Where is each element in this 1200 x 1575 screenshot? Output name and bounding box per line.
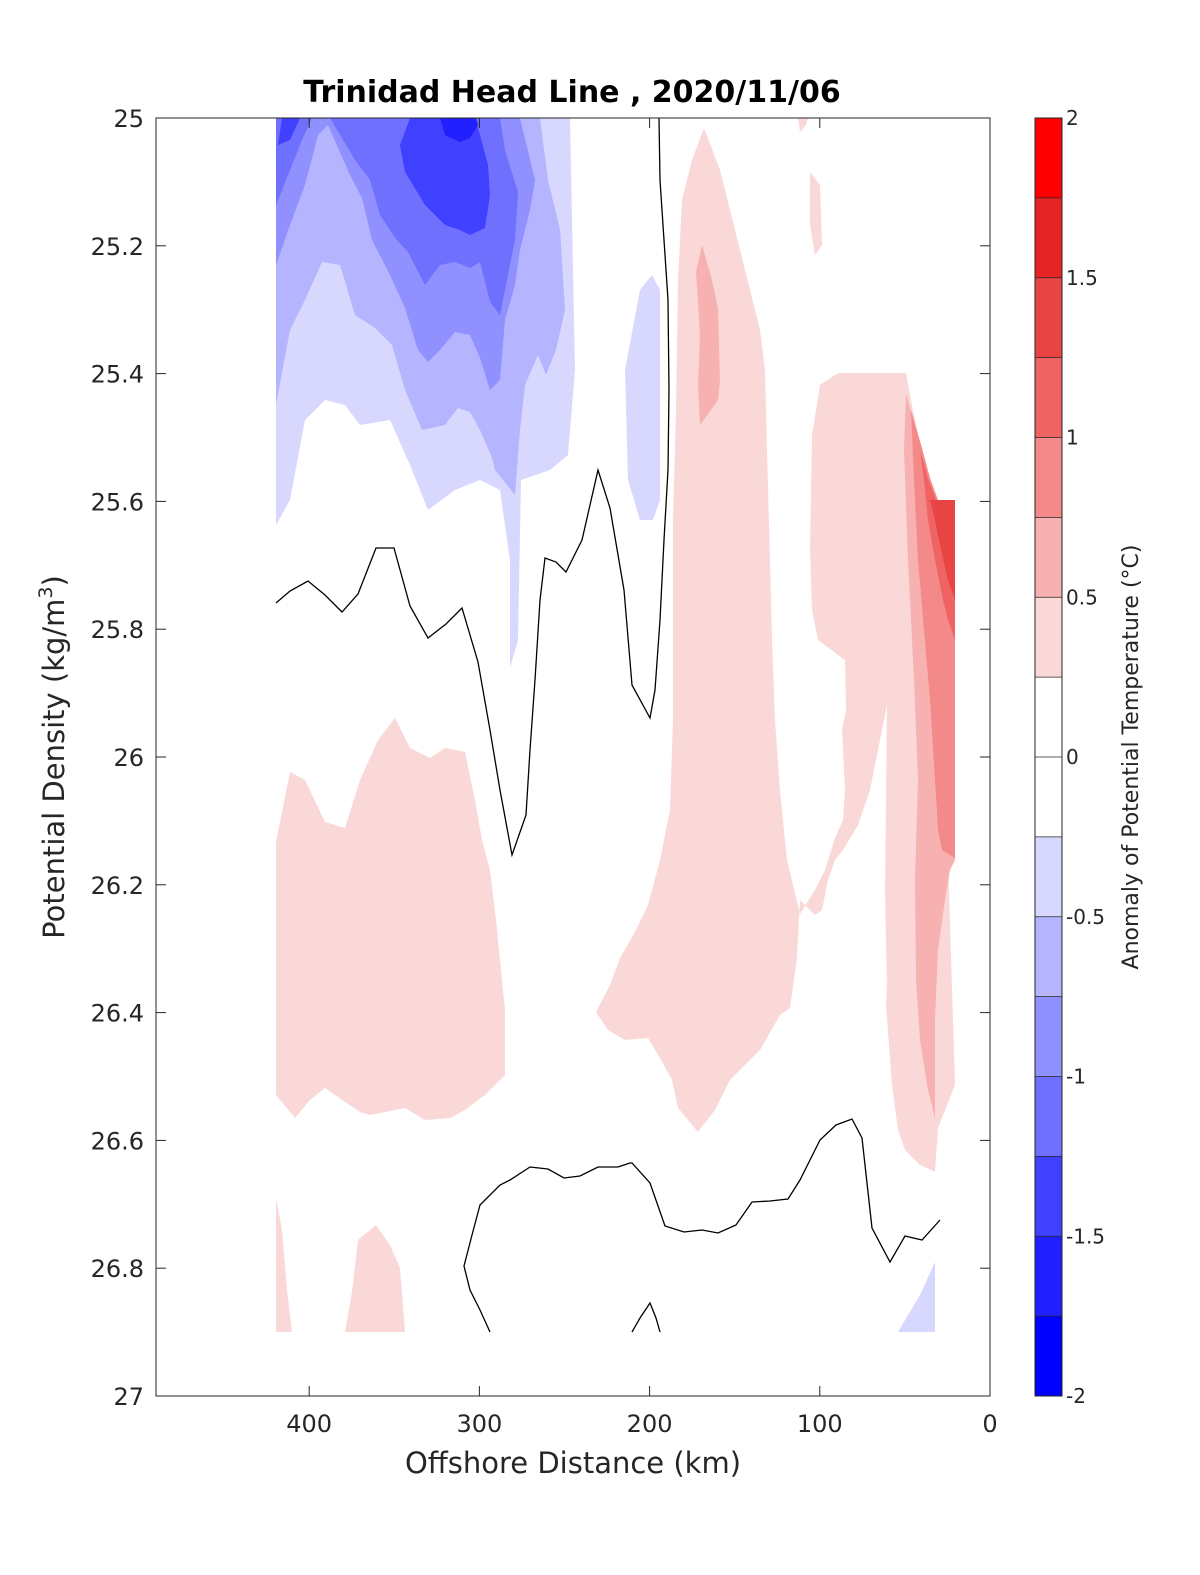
y-axis: 25 25.2 25.4 25.6 25.8 26 26.2 26.4 26.6 26.8 27: [91, 105, 990, 1411]
zero-contour-line-3: [631, 1301, 661, 1333]
colorbar-tick-label: 1.5: [1066, 266, 1098, 290]
x-axis: 400 300 200 100 0: [286, 118, 998, 1438]
contour-fill-neg-1.5: [440, 118, 478, 142]
contour-fill-neg-1.25: [278, 118, 300, 145]
contour-fill-neg-0.25c: [898, 1262, 935, 1332]
colorbar-tick-label: 1: [1066, 426, 1079, 450]
colorbar-level: [1035, 996, 1062, 1077]
contour-fill-pos-0.25c: [798, 118, 808, 132]
x-tick-label: 100: [797, 1410, 843, 1438]
contour-fill-pos-1.25: [930, 500, 955, 600]
contour-fill-pos-0.5a: [696, 245, 720, 425]
colorbar-frame: [1034, 117, 1063, 1397]
contour-fill-pos-0.25a: [276, 718, 505, 1120]
x-tick-label: 0: [982, 1410, 997, 1438]
colorbar-tick-label: -2: [1066, 1384, 1086, 1408]
colorbar-level: [1035, 277, 1062, 358]
colorbar-level: [1035, 836, 1062, 917]
contour-fill-neg-1.25b: [400, 118, 490, 235]
y-tick-label: 25.4: [91, 361, 144, 389]
y-tick-label: 25.6: [91, 488, 144, 516]
y-tick-label: 26.2: [91, 872, 144, 900]
colorbar-level: [1035, 1236, 1062, 1317]
colorbar-tick-label: -1.5: [1066, 1224, 1105, 1248]
colorbar-level: [1035, 1316, 1062, 1396]
colorbar-level: [1035, 1076, 1062, 1157]
zero-contour-line-2: [463, 1118, 941, 1333]
colorbar-ticks: -2 -1.5 -1 -0.5 0 0.5 1 1.5 2: [1066, 106, 1105, 1408]
colorbar-level: [1035, 757, 1062, 837]
y-tick-label: 25.8: [91, 616, 144, 644]
y-tick-label: 26.4: [91, 1000, 144, 1028]
colorbar-tick-label: 0: [1066, 745, 1079, 769]
contour-fill-pos-0.25e: [276, 1198, 292, 1332]
colorbar-level: [1035, 357, 1062, 438]
svg-text:Potential Density (kg/m3): Potential Density (kg/m3): [35, 575, 71, 939]
zero-contour-line-1: [275, 118, 670, 858]
y-tick-label: 25.2: [91, 233, 144, 261]
colorbar-level: [1035, 118, 1062, 198]
colorbar-level: [1035, 597, 1062, 678]
x-tick-label: 400: [286, 1410, 332, 1438]
contour-fill-pos-0.25d: [810, 172, 822, 255]
colorbar-level: [1035, 517, 1062, 598]
contour-fill-pos-0.25b: [596, 128, 955, 1172]
x-tick-label: 300: [456, 1410, 502, 1438]
x-tick-label: 200: [627, 1410, 673, 1438]
y-axis-title: Potential Density (kg/m3): [35, 575, 71, 939]
y-tick-label: 26: [113, 744, 144, 772]
contour-lines: [275, 118, 941, 1333]
colorbar-level: [1035, 1156, 1062, 1237]
y-tick-label: 26.8: [91, 1255, 144, 1283]
colorbar: [1035, 118, 1062, 1396]
contour-fills: [276, 118, 955, 1332]
contour-fill-neg-0.25b: [625, 275, 660, 520]
contour-fill-pos-0.25f: [345, 1225, 405, 1332]
y-tick-label: 27: [113, 1383, 144, 1411]
contour-fill-pos-1: [920, 450, 955, 640]
colorbar-level: [1035, 437, 1062, 518]
chart-title: Trinidad Head Line , 2020/11/06: [303, 75, 840, 110]
colorbar-title: Anomaly of Potential Temperature (°C): [1119, 545, 1144, 970]
colorbar-level: [1035, 916, 1062, 997]
y-tick-label: 26.6: [91, 1127, 144, 1155]
colorbar-tick-label: -0.5: [1066, 905, 1105, 929]
colorbar-level: [1035, 677, 1062, 757]
colorbar-tick-label: -1: [1066, 1065, 1086, 1089]
colorbar-tick-label: 0.5: [1066, 585, 1098, 609]
x-axis-title: Offshore Distance (km): [405, 1446, 741, 1480]
y-tick-label: 25: [113, 105, 144, 133]
colorbar-tick-label: 2: [1066, 106, 1079, 130]
colorbar-level: [1035, 197, 1062, 278]
